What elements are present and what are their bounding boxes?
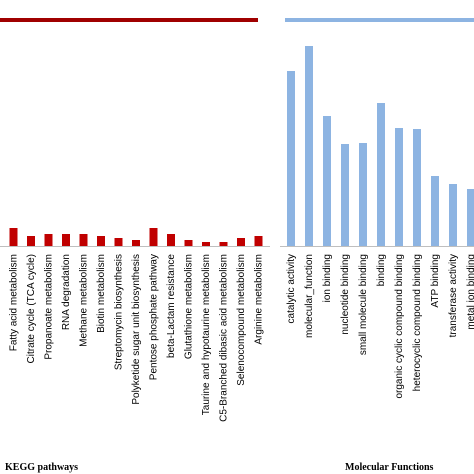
mf-bar-1	[305, 46, 313, 246]
mf-bar-8	[431, 176, 439, 246]
kegg-tick-label-13: Selenocompound metabolism	[236, 254, 247, 386]
mf-bar-7	[413, 129, 421, 246]
kegg-bar-8	[149, 228, 158, 246]
mf-tick-label-7: heterocyclic compound binding	[412, 254, 423, 391]
kegg-group-label: KEGG pathways	[5, 462, 78, 473]
mf-bars	[287, 46, 474, 246]
kegg-bar-13	[237, 238, 245, 246]
mf-group-label: Molecular Functions	[345, 462, 434, 473]
kegg-bars	[9, 228, 263, 246]
mf-tick-label-0: catalytic activity	[286, 254, 297, 323]
kegg-tick-label-3: RNA degradation	[61, 254, 72, 330]
kegg-bar-11	[202, 242, 210, 246]
mf-bar-6	[395, 128, 403, 246]
kegg-tick-label-12: C5-Branched dibasic acid metabolism	[219, 254, 230, 422]
kegg-bar-0	[9, 228, 18, 246]
kegg-tick-label-1: Citrate cycle (TCA cycle)	[26, 254, 37, 363]
kegg-bar-10	[184, 240, 193, 246]
mf-bar-3	[341, 144, 349, 246]
mf-bar-0	[287, 71, 295, 246]
kegg-tick-label-0: Fatty acid metabolism	[9, 254, 20, 351]
mf-bar-5	[377, 103, 385, 246]
kegg-bar-12	[219, 242, 228, 246]
mf-bar-10	[467, 189, 474, 246]
mf-tick-label-10: metal ion binding	[466, 254, 474, 330]
kegg-bar-7	[132, 240, 140, 246]
kegg-bar-4	[79, 234, 88, 246]
kegg-bar-6	[114, 238, 123, 246]
kegg-tick-label-6: Streptomycin biosynthesis	[114, 254, 125, 370]
kegg-bar-9	[167, 234, 175, 246]
mf-tick-label-3: nucleotide binding	[340, 254, 351, 335]
mf-tick-label-2: ion binding	[322, 254, 333, 302]
mf-tick-label-4: small molecule binding	[358, 254, 369, 355]
kegg-tick-label-8: Pentose phosphate pathway	[149, 254, 160, 380]
kegg-bar-14	[254, 236, 263, 246]
mf-tick-label-5: binding	[376, 254, 387, 286]
kegg-bar-1	[27, 236, 35, 246]
kegg-tick-label-2: Propanoate metabolism	[44, 254, 55, 360]
mf-tick-label-1: molecular_function	[304, 254, 315, 338]
kegg-tick-labels: Fatty acid metabolism Citrate cycle (TCA …	[9, 254, 265, 422]
kegg-bar-2	[44, 234, 53, 246]
kegg-bar-5	[97, 236, 105, 246]
kegg-tick-label-11: Taurine and hypotaurine metabolism	[201, 254, 212, 415]
kegg-bar-3	[62, 234, 70, 246]
mf-tick-labels: catalytic activity molecular_function ion …	[286, 254, 474, 399]
kegg-tick-label-7: Polyketide sugar unit biosynthesis	[131, 254, 142, 405]
kegg-tick-label-14: Arginine metabolism	[254, 254, 265, 345]
mf-bar-2	[323, 116, 331, 246]
mf-tick-label-6: organic cyclic compound binding	[394, 254, 405, 399]
kegg-tick-label-9: beta-Lactam resistance	[166, 254, 177, 358]
kegg-tick-label-10: Glutathione metabolism	[184, 254, 195, 359]
mf-bar-4	[359, 143, 367, 246]
mf-bar-9	[449, 184, 457, 246]
kegg-tick-label-5: Biotin metabolism	[96, 254, 107, 333]
mf-tick-label-9: transferase activity	[448, 254, 459, 337]
kegg-tick-label-4: Methane metabolism	[79, 254, 90, 347]
mf-tick-label-8: ATP binding	[430, 254, 441, 308]
